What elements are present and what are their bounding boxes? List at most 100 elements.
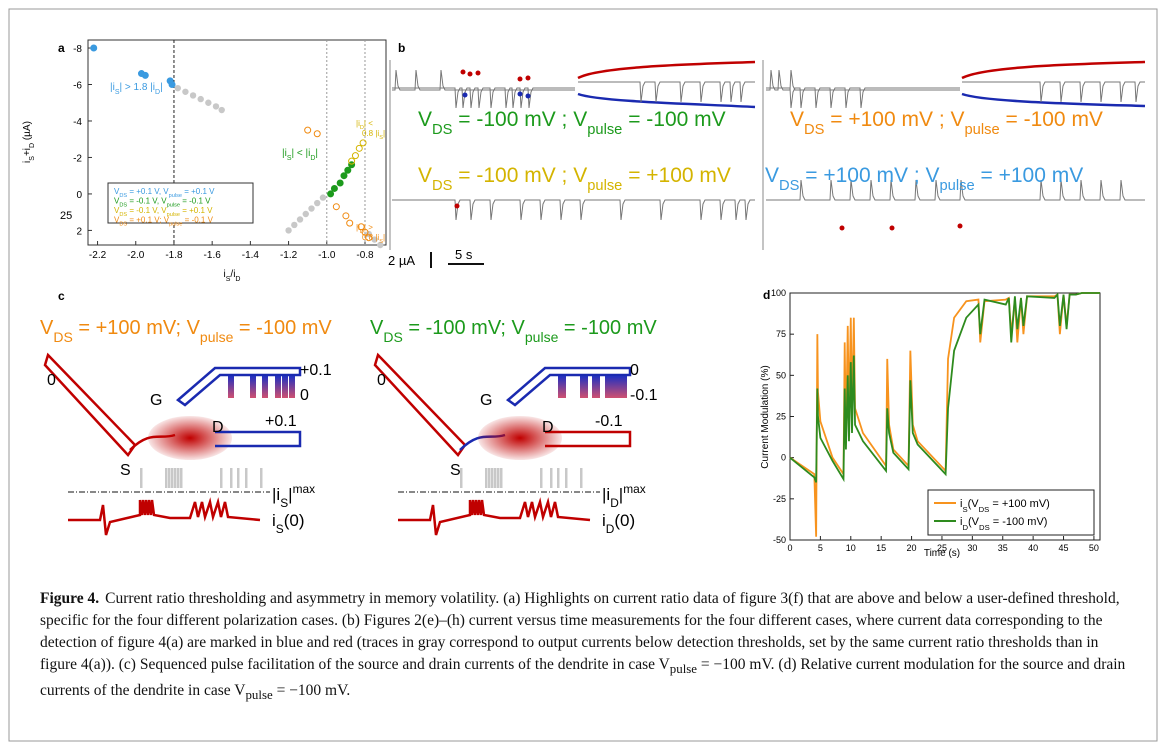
dendrite bbox=[148, 416, 232, 460]
text-part: D bbox=[155, 89, 160, 96]
text-part: (V bbox=[968, 498, 980, 510]
trace-dot bbox=[462, 92, 468, 98]
x-tick-label: 25 bbox=[937, 543, 947, 553]
condition-header: VDS = -100 mV; Vpulse = -100 mV bbox=[370, 317, 657, 345]
text-part: | > bbox=[364, 223, 373, 232]
text-part: = -0.1 V, V bbox=[127, 206, 167, 215]
text-part: i bbox=[602, 511, 606, 530]
electrode-label: 0 bbox=[300, 387, 309, 404]
raster-bar bbox=[485, 468, 488, 488]
text-part: |i bbox=[356, 223, 360, 232]
text-part: = -0.1 V bbox=[180, 197, 211, 206]
electrode bbox=[373, 352, 467, 457]
text-part: = +100 mV; V bbox=[73, 317, 201, 339]
text-part: +i bbox=[22, 148, 33, 156]
y-tick-label: 0 bbox=[781, 453, 786, 463]
text-part: = -0.1 V bbox=[182, 216, 213, 225]
x-tick-label: 35 bbox=[998, 543, 1008, 553]
text-part: D bbox=[360, 125, 364, 131]
raster-bar bbox=[557, 468, 560, 488]
electrode-label: -0.1 bbox=[595, 413, 623, 430]
text-part: DS bbox=[432, 178, 453, 194]
raster-bar bbox=[491, 468, 494, 488]
y-tick-label: -25 bbox=[773, 494, 786, 504]
electrode-label: 0 bbox=[47, 372, 56, 389]
electrode bbox=[545, 430, 632, 448]
trace bbox=[392, 199, 755, 221]
y-tick-label: 0 bbox=[76, 190, 82, 201]
text-part: pulse bbox=[169, 222, 182, 228]
text-part: /i bbox=[230, 269, 235, 280]
text-part: = -100 mV; V bbox=[403, 317, 526, 339]
caption-part: pulse bbox=[245, 687, 273, 703]
x-tick-label: 5 bbox=[818, 543, 823, 553]
text-part: V bbox=[765, 164, 779, 187]
x-tick-label: 40 bbox=[1028, 543, 1038, 553]
text-part: DS bbox=[119, 203, 127, 209]
plot-frame bbox=[87, 39, 387, 246]
gray-point bbox=[371, 236, 378, 243]
trace-label: iS(0) bbox=[272, 511, 305, 536]
gray-point bbox=[285, 227, 292, 234]
caption-text: Current ratio thresholding and asymmetry… bbox=[40, 590, 1125, 703]
text-part: | > 1.8 |i bbox=[120, 82, 156, 93]
text-part: (0) bbox=[614, 511, 635, 530]
text-part: i bbox=[224, 269, 226, 280]
line bbox=[789, 292, 1100, 483]
point bbox=[355, 144, 363, 152]
text-part: = -0.1 V, V bbox=[127, 197, 167, 206]
text-part: = +100 mV) bbox=[989, 498, 1050, 510]
trace-dot bbox=[460, 69, 466, 75]
text-part: pulse bbox=[167, 212, 180, 218]
legend-entry: VDS = +0.1 V; Vpulse = -0.1 V bbox=[114, 216, 214, 228]
raster-bar bbox=[168, 468, 171, 488]
text-part: (V bbox=[968, 516, 980, 528]
gray-point bbox=[365, 230, 373, 238]
condition-label: VDS = -100 mV ; Vpulse = -100 mV bbox=[418, 108, 726, 138]
point bbox=[304, 126, 312, 134]
text-part: = +0.1 V, V bbox=[127, 187, 169, 196]
text-part: S bbox=[280, 496, 288, 510]
gate-pulse bbox=[580, 376, 588, 398]
text-part: |i bbox=[282, 148, 287, 159]
electrode-label: 0 bbox=[630, 362, 639, 379]
text-part: DS bbox=[119, 193, 127, 199]
current-trace bbox=[68, 497, 261, 536]
text-part: |i bbox=[110, 82, 115, 93]
annotation: 0.8 |iS| bbox=[362, 233, 385, 245]
text-part: S bbox=[276, 522, 284, 536]
text-part: |i bbox=[272, 485, 280, 504]
text-part: = +100 mV bbox=[622, 164, 731, 187]
gray-point bbox=[314, 199, 321, 207]
gate-pulse bbox=[558, 376, 566, 398]
text-part: = -100 mV ; V bbox=[452, 164, 587, 187]
y-tick-label: -50 bbox=[773, 535, 786, 545]
text-part: = -100 mV) bbox=[990, 516, 1048, 528]
raster-bar bbox=[460, 468, 463, 488]
text-part: S bbox=[379, 239, 383, 245]
gate-pulse bbox=[282, 376, 288, 398]
text-part: i bbox=[960, 498, 962, 510]
text-part: V bbox=[418, 108, 432, 131]
text-part: D bbox=[606, 522, 615, 536]
trace-dot bbox=[957, 223, 963, 229]
text-part: | bbox=[160, 82, 163, 93]
point bbox=[168, 81, 176, 89]
trace-dot bbox=[839, 225, 845, 231]
y-axis-label: Current Modulation (%) bbox=[760, 365, 771, 468]
point bbox=[330, 184, 338, 192]
annotation: |iS| < |iD| bbox=[282, 148, 318, 162]
raster-bar bbox=[550, 468, 553, 488]
raster-bar bbox=[177, 468, 180, 488]
x-tick-label: 30 bbox=[967, 543, 977, 553]
legend-box bbox=[107, 182, 254, 224]
text-part: V bbox=[114, 187, 120, 196]
raster-bar bbox=[565, 468, 568, 488]
text-part: = +100 mV bbox=[975, 164, 1084, 187]
trace bbox=[962, 81, 1145, 103]
text-part: DS bbox=[804, 122, 825, 138]
gate-pulse bbox=[228, 376, 234, 398]
raster-bar bbox=[488, 468, 491, 488]
panel-letter: c bbox=[58, 289, 65, 303]
